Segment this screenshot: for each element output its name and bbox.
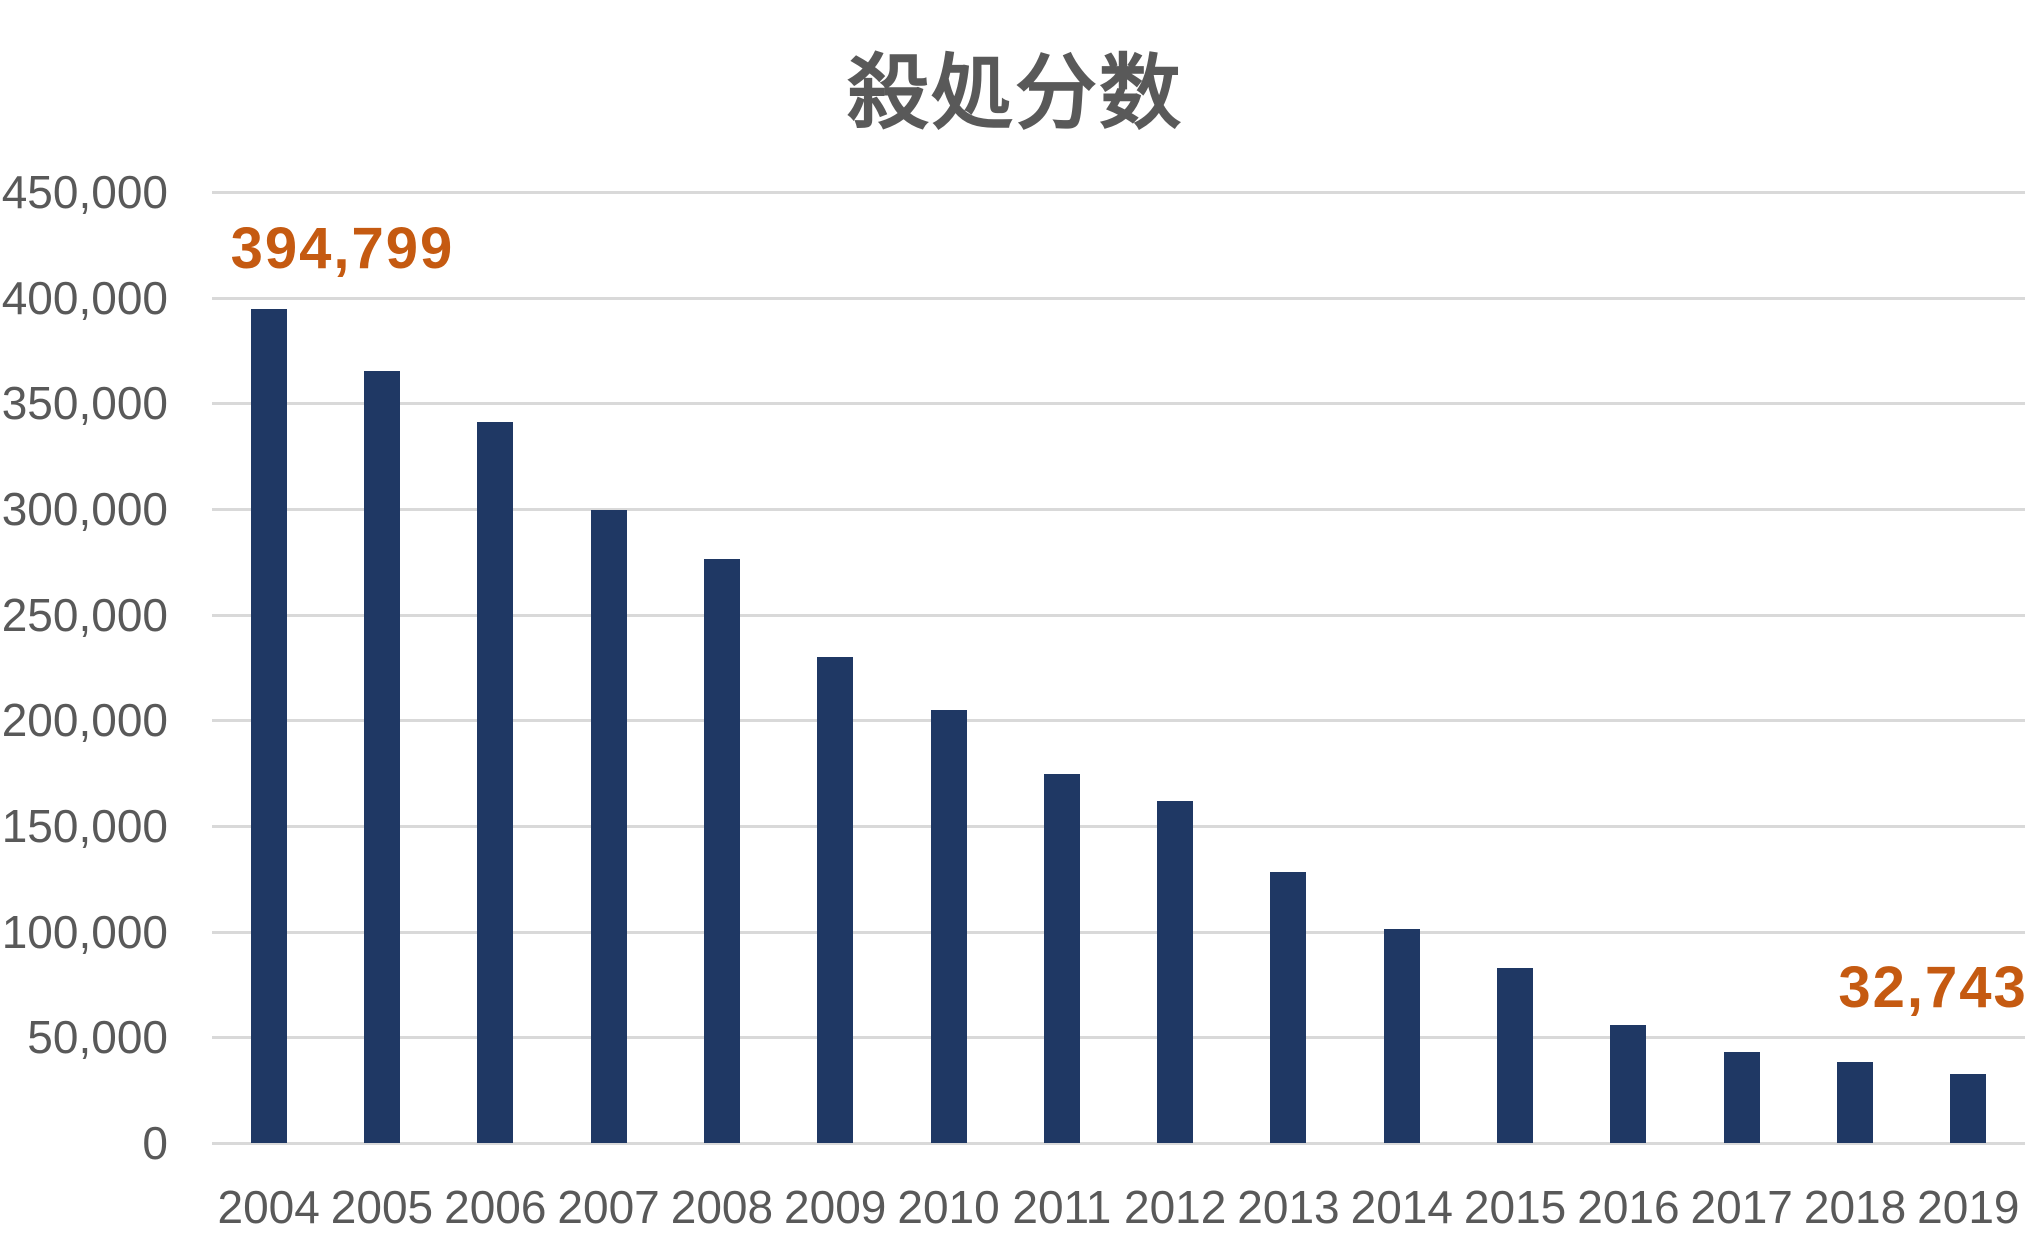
bar-2008: [703, 559, 740, 1143]
bar-2014: [1383, 928, 1420, 1143]
bar-2007: [590, 510, 627, 1143]
bar-2017: [1723, 1051, 1760, 1143]
x-axis-label-2004: 2004: [217, 1181, 320, 1233]
x-axis-label-2008: 2008: [670, 1181, 774, 1233]
bar-2011: [1043, 773, 1080, 1143]
bar-2006: [477, 422, 514, 1143]
y-axis-tick-label: 150,000: [1, 800, 168, 852]
x-axis-label-2007: 2007: [557, 1181, 660, 1233]
gridline: [212, 296, 2025, 300]
y-axis-tick-label: 50,000: [27, 1011, 168, 1064]
bar-2005: [363, 371, 400, 1143]
y-axis-tick-label: 300,000: [1, 483, 168, 535]
x-axis-label-2011: 2011: [1012, 1181, 1112, 1233]
gridline: [212, 930, 2025, 934]
y-axis-tick-label: 200,000: [1, 694, 168, 747]
plot-area: [212, 191, 2025, 1145]
x-axis-label-2017: 2017: [1690, 1181, 1793, 1233]
x-axis-label-2019: 2019: [1917, 1181, 2020, 1233]
data-label-2004: 394,799: [230, 215, 455, 281]
bar-2018: [1837, 1061, 1874, 1143]
bar-2019: [1950, 1073, 1987, 1143]
bar-2015: [1497, 967, 1534, 1143]
y-axis-tick-label: 350,000: [1, 377, 168, 430]
x-axis-label-2014: 2014: [1350, 1181, 1453, 1233]
y-axis-tick-label: 400,000: [1, 271, 168, 324]
gridline: [212, 402, 2025, 406]
gridline: [212, 508, 2025, 511]
x-axis-label-2009: 2009: [784, 1181, 887, 1233]
bar-2009: [817, 657, 854, 1143]
data-label-2019: 32,743: [1838, 954, 2028, 1020]
gridline: [212, 191, 2025, 194]
y-axis-tick-label: 100,000: [1, 905, 168, 958]
x-axis-label-2006: 2006: [444, 1181, 547, 1233]
y-axis-tick-label: 250,000: [1, 588, 168, 641]
gridline: [212, 1142, 2025, 1145]
bar-2004: [250, 308, 287, 1143]
bar-2010: [930, 710, 967, 1143]
bar-2012: [1157, 800, 1194, 1143]
bar-2016: [1610, 1024, 1647, 1143]
x-axis-label-2010: 2010: [897, 1181, 1000, 1233]
x-axis-label-2016: 2016: [1577, 1181, 1680, 1233]
bar-2013: [1270, 871, 1307, 1143]
gridline: [212, 613, 2025, 617]
x-axis-label-2012: 2012: [1123, 1181, 1227, 1233]
x-axis-label-2005: 2005: [330, 1181, 434, 1233]
x-axis-label-2015: 2015: [1463, 1181, 1567, 1233]
gridline: [212, 1036, 2025, 1040]
y-axis-tick-label: 450,000: [1, 166, 168, 218]
gridline: [212, 825, 2025, 828]
chart-title: 殺処分数: [846, 48, 1183, 139]
x-axis-label-2013: 2013: [1237, 1181, 1340, 1233]
x-axis-label-2018: 2018: [1803, 1181, 1907, 1233]
gridline: [212, 719, 2025, 723]
y-axis-tick-label: 0: [142, 1117, 168, 1169]
